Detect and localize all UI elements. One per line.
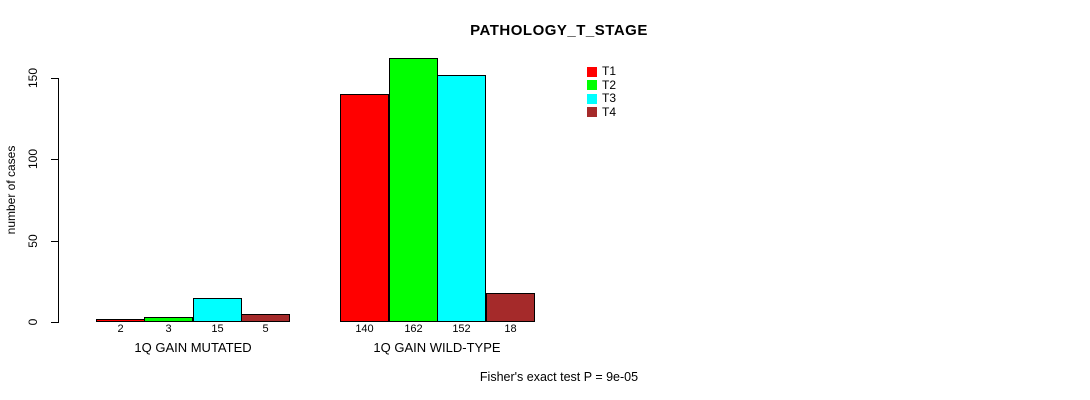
bar-value-label: 140 [355, 323, 374, 335]
bar-value-label: 162 [404, 323, 423, 335]
bar-value-label: 3 [165, 323, 172, 335]
category-label: 1Q GAIN WILD-TYPE [373, 340, 501, 355]
statistical-test-result: Fisher's exact test P = 9e-05 [479, 370, 639, 384]
bar [389, 58, 438, 322]
bar [96, 319, 145, 322]
legend-swatch [587, 107, 597, 118]
y-axis-line [58, 78, 59, 323]
legend-item: T4 [587, 106, 707, 120]
legend-label: T2 [602, 77, 617, 92]
legend-label: T4 [602, 104, 617, 119]
bar [437, 75, 486, 322]
legend-swatch [587, 80, 597, 91]
y-tick-mark [51, 240, 58, 242]
bar [144, 317, 193, 322]
legend-label: T1 [602, 64, 617, 79]
legend-swatch [587, 93, 597, 104]
bar-value-label: 5 [262, 323, 269, 335]
bar [340, 94, 389, 322]
y-tick-mark [51, 322, 58, 323]
legend-item: T2 [587, 79, 707, 93]
legend: T1 T2 T3 T4 [587, 65, 707, 119]
bar [486, 293, 535, 322]
category-label: 1Q GAIN MUTATED [134, 340, 252, 355]
legend-swatch [587, 66, 597, 77]
bar-value-label: 2 [117, 323, 124, 335]
chart-title: PATHOLOGY_T_STAGE [470, 22, 648, 39]
bar-value-label: 152 [452, 323, 471, 335]
legend-item: T1 [587, 65, 707, 79]
y-tick-mark [51, 78, 58, 79]
legend-label: T3 [602, 91, 617, 106]
legend-item: T3 [587, 92, 707, 106]
bar-value-label: 15 [211, 323, 224, 335]
bar [241, 314, 290, 322]
bar-value-label: 18 [504, 323, 517, 335]
bar [193, 298, 242, 322]
y-tick-mark [51, 159, 58, 161]
